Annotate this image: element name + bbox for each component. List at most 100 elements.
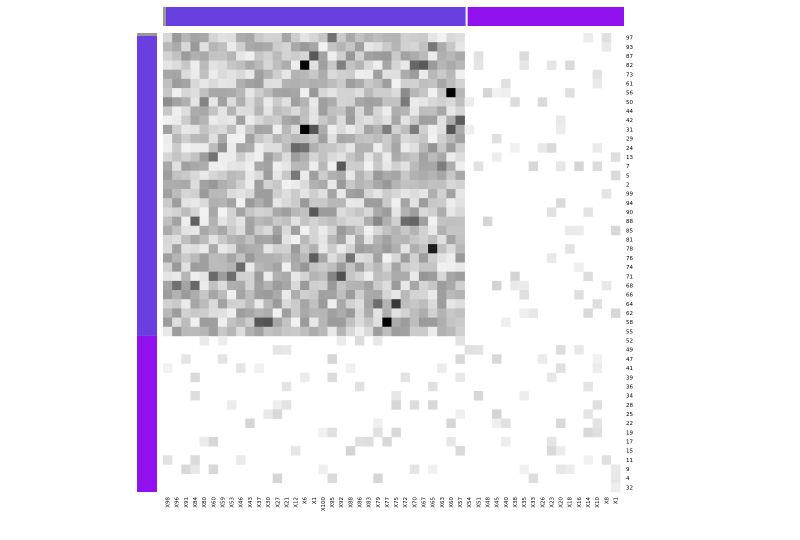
heatmap-cell xyxy=(236,97,246,107)
heatmap-cell xyxy=(336,51,347,61)
heatmap-cell xyxy=(172,262,182,272)
heatmap-cell xyxy=(272,161,283,171)
heatmap-cell xyxy=(428,216,438,227)
heatmap-cell xyxy=(473,161,484,171)
heatmap-cell xyxy=(364,207,374,217)
heatmap-cell xyxy=(245,106,255,116)
heatmap-cell xyxy=(354,436,365,447)
heatmap-cell xyxy=(190,198,200,208)
heatmap-cell xyxy=(245,143,255,153)
heatmap-cell xyxy=(382,317,392,328)
heatmap-cell xyxy=(373,253,383,263)
column-label: X48 xyxy=(485,497,491,508)
heatmap-cell xyxy=(272,69,283,80)
heatmap-cell xyxy=(290,317,301,328)
heatmap-cell xyxy=(226,244,237,254)
column-label: X72 xyxy=(403,497,409,508)
heatmap-cell xyxy=(473,60,484,71)
heatmap-cell xyxy=(199,42,209,52)
heatmap-cell xyxy=(309,115,319,126)
row-label: 64 xyxy=(626,302,633,308)
heatmap-cell xyxy=(437,216,447,227)
heatmap-cell xyxy=(281,42,292,52)
column-label: X40 xyxy=(504,497,510,508)
heatmap-cell xyxy=(217,262,228,272)
heatmap-cell xyxy=(226,299,237,309)
heatmap-cell xyxy=(437,317,447,328)
column-label: X100 xyxy=(321,496,327,511)
heatmap-cell xyxy=(437,244,447,254)
row-label: 93 xyxy=(626,45,633,51)
heatmap-cell xyxy=(181,97,191,107)
row-label: 73 xyxy=(626,72,633,78)
heatmap-cell xyxy=(455,280,465,291)
row-label: 44 xyxy=(626,109,633,115)
heatmap-cell xyxy=(364,152,374,162)
heatmap-cell xyxy=(437,198,447,208)
heatmap-cell xyxy=(190,33,200,43)
heatmap-cell xyxy=(226,189,237,199)
heatmap-cell xyxy=(336,299,347,309)
heatmap-cell xyxy=(373,427,383,438)
heatmap-cell xyxy=(437,33,447,43)
heatmap-cell xyxy=(318,124,328,135)
heatmap-cell xyxy=(446,216,456,227)
heatmap-cell xyxy=(226,78,237,89)
heatmap-cell xyxy=(418,299,429,309)
heatmap-cell xyxy=(437,271,447,282)
heatmap-cell xyxy=(556,345,566,355)
heatmap-cell xyxy=(583,207,593,217)
heatmap-cell xyxy=(492,418,502,429)
heatmap-cell xyxy=(391,299,401,309)
heatmap-cell xyxy=(318,69,328,80)
heatmap-cell xyxy=(400,207,411,217)
heatmap-cell xyxy=(281,400,292,410)
heatmap-cell xyxy=(272,317,283,328)
heatmap-cell xyxy=(409,133,420,144)
heatmap-cell xyxy=(190,106,200,116)
heatmap-cell xyxy=(309,51,319,61)
heatmap-cell xyxy=(391,170,401,181)
heatmap-cell xyxy=(373,244,383,254)
row-group-2 xyxy=(137,335,157,492)
heatmap-cell xyxy=(391,262,401,272)
heatmap-cell xyxy=(163,33,173,43)
heatmap-cell xyxy=(172,78,182,89)
heatmap-cell xyxy=(409,60,420,71)
heatmap-cell xyxy=(373,33,383,43)
heatmap-cell xyxy=(437,207,447,217)
heatmap-cell xyxy=(300,51,310,61)
heatmap-cell xyxy=(400,106,411,116)
heatmap-cell xyxy=(199,198,209,208)
heatmap-cell xyxy=(519,290,529,300)
heatmap-cell xyxy=(391,78,401,89)
heatmap-cell xyxy=(290,152,301,162)
heatmap-cell xyxy=(473,391,484,401)
heatmap-cell xyxy=(272,170,283,181)
heatmap-cell xyxy=(208,234,219,245)
heatmap-cell xyxy=(300,33,310,43)
heatmap-cell xyxy=(455,409,465,419)
heatmap-cell xyxy=(409,253,420,263)
heatmap-cell xyxy=(290,69,301,80)
heatmap-cell xyxy=(208,271,219,282)
heatmap-cell xyxy=(263,161,273,171)
heatmap-cell xyxy=(373,97,383,107)
heatmap-cell xyxy=(263,69,273,80)
heatmap-cell xyxy=(263,290,273,300)
heatmap-cell xyxy=(418,308,429,318)
heatmap-cell xyxy=(190,133,200,144)
heatmap-cell xyxy=(455,317,465,328)
heatmap-cell xyxy=(556,446,566,456)
heatmap-cell xyxy=(455,170,465,181)
heatmap-cell xyxy=(263,152,273,162)
heatmap-cell xyxy=(327,124,337,135)
heatmap-cell xyxy=(300,280,310,291)
row-label: 28 xyxy=(626,403,633,409)
heatmap-cell xyxy=(492,152,502,162)
heatmap-cell xyxy=(181,253,191,263)
heatmap-cell xyxy=(382,170,392,181)
heatmap-cell xyxy=(455,207,465,217)
heatmap-cell xyxy=(327,427,337,438)
heatmap-cell xyxy=(537,143,548,153)
